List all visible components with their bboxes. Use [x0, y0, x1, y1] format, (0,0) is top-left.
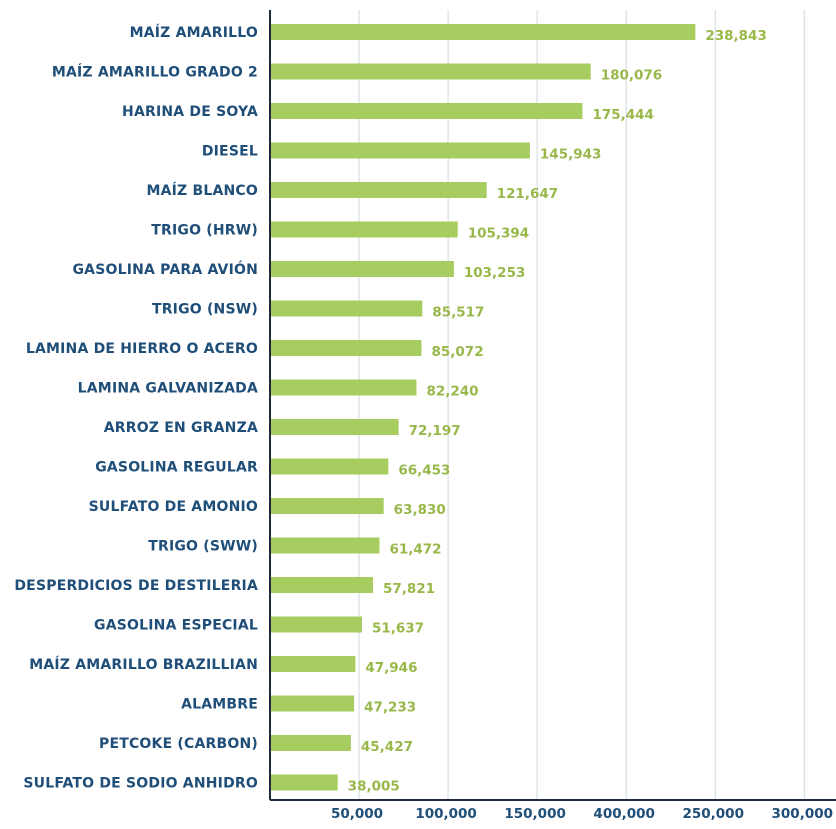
bar	[270, 577, 373, 593]
value-label: 45,427	[361, 739, 413, 755]
x-tick-label: 250,000	[682, 806, 744, 822]
category-label: MAÍZ BLANCO	[146, 182, 258, 199]
category-label: GASOLINA ESPECIAL	[94, 618, 258, 634]
x-tick-label: 50,000	[331, 806, 383, 822]
value-label: 38,005	[348, 779, 400, 795]
value-label: 105,394	[468, 226, 530, 242]
value-label: 61,472	[389, 542, 441, 558]
category-label: SULFATO DE AMONIO	[89, 499, 258, 515]
category-label: GASOLINA REGULAR	[95, 460, 258, 476]
bar	[270, 261, 454, 277]
bar	[270, 695, 355, 712]
x-tick-label: 400,000	[593, 806, 655, 822]
category-label: DESPERDICIOS DE DESTILERIA	[14, 578, 258, 594]
x-tick-label: 100,000	[415, 806, 477, 822]
bar	[270, 63, 591, 80]
value-label: 57,821	[383, 581, 435, 597]
category-label: MAÍZ AMARILLO GRADO 2	[52, 64, 258, 81]
category-label: MAÍZ AMARILLO BRAZILLIAN	[29, 656, 258, 673]
category-label: LAMINA DE HIERRO O ACERO	[26, 341, 258, 357]
bar	[270, 656, 356, 672]
bar	[270, 103, 583, 119]
value-label: 47,946	[365, 660, 417, 676]
category-label: ALAMBRE	[181, 697, 258, 713]
value-label: 72,197	[409, 423, 461, 439]
value-label: 145,943	[540, 147, 602, 163]
category-label: MAÍZ AMARILLO	[130, 24, 258, 41]
bar	[270, 379, 417, 396]
category-label: TRIGO (SWW)	[148, 539, 258, 555]
value-label: 180,076	[601, 68, 663, 84]
category-label: TRIGO (NSW)	[152, 302, 258, 318]
bar	[270, 498, 384, 514]
value-label: 238,843	[705, 28, 767, 44]
value-label: 175,444	[592, 107, 654, 123]
bar	[270, 142, 530, 159]
bar	[270, 419, 399, 435]
bar	[270, 458, 389, 475]
category-label: LAMINA GALVANIZADA	[78, 381, 258, 397]
value-label: 63,830	[394, 502, 446, 518]
bar	[270, 221, 458, 238]
value-label: 85,517	[432, 305, 484, 321]
value-label: 82,240	[426, 384, 478, 400]
value-label: 121,647	[497, 186, 558, 202]
value-label: 85,072	[432, 344, 484, 360]
category-label: SULFATO DE SODIO ANHIDRO	[23, 776, 258, 792]
category-label: TRIGO (HRW)	[151, 223, 258, 239]
value-label: 51,637	[372, 621, 424, 637]
bar	[270, 24, 696, 40]
bar	[270, 616, 362, 633]
bar	[270, 300, 423, 317]
bar	[270, 735, 351, 751]
category-label: DIESEL	[202, 144, 258, 160]
category-label: PETCOKE (CARBON)	[99, 736, 258, 752]
x-tick-label: 300,000	[772, 806, 834, 822]
bar	[270, 774, 338, 791]
bar	[270, 340, 422, 356]
x-tick-label: 150,000	[504, 806, 566, 822]
bar	[270, 537, 380, 554]
category-label: GASOLINA PARA AVIÓN	[72, 260, 258, 278]
category-label: ARROZ EN GRANZA	[104, 420, 258, 436]
value-label: 103,253	[464, 265, 526, 281]
value-label: 66,453	[398, 463, 450, 479]
bar	[270, 182, 487, 198]
category-label: HARINA DE SOYA	[122, 104, 258, 120]
value-label: 47,233	[364, 700, 416, 716]
